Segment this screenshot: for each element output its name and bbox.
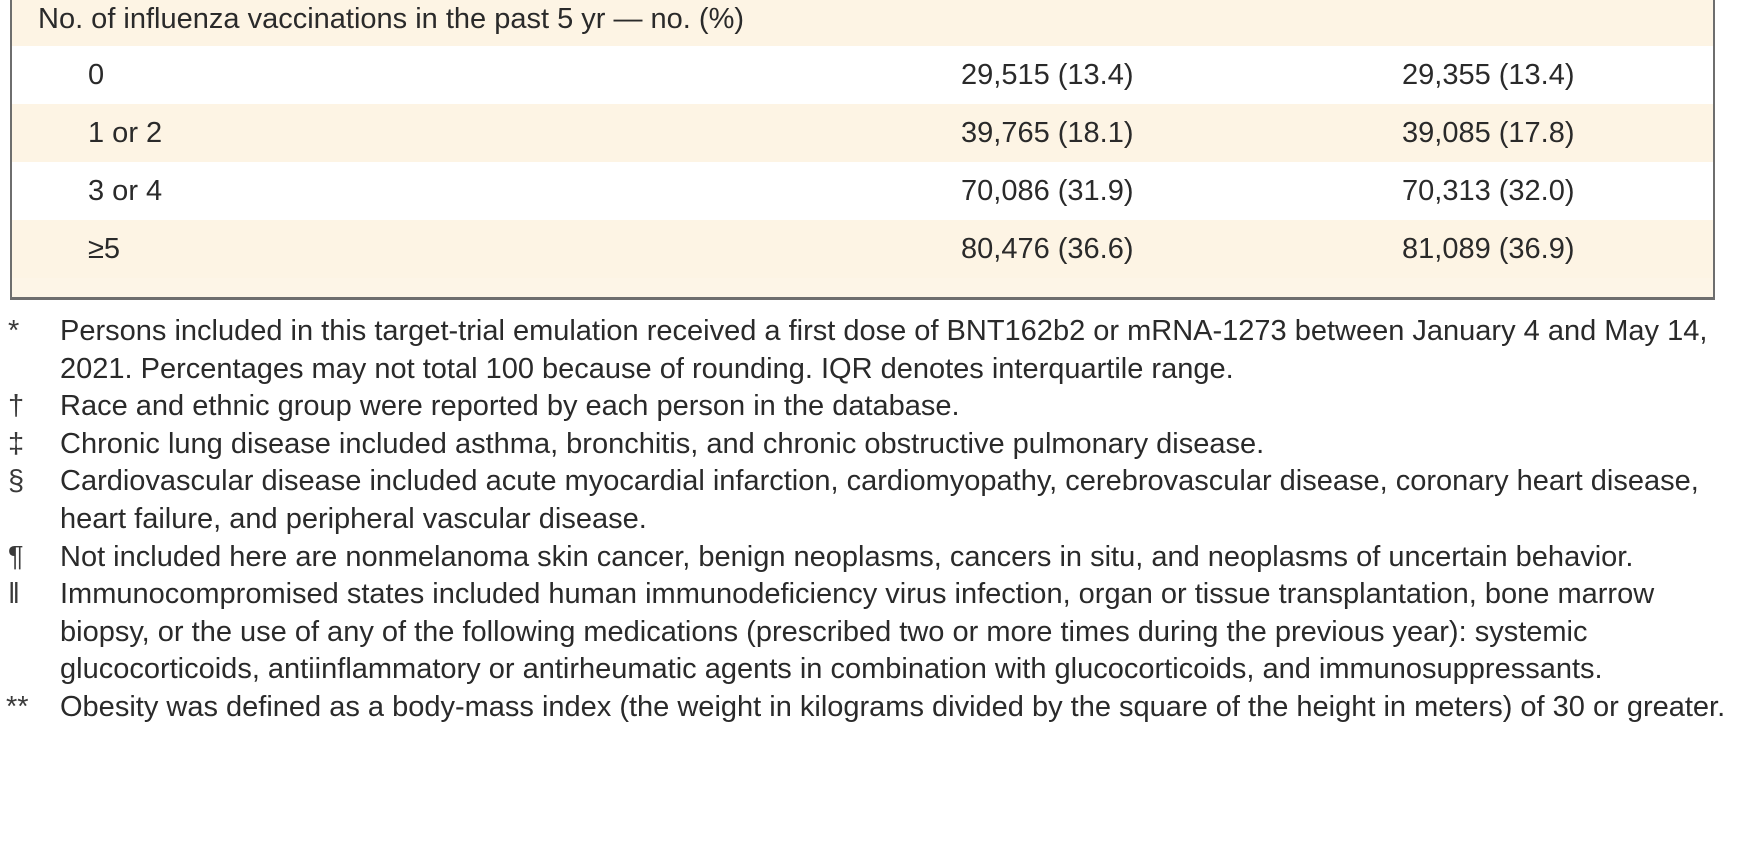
table-row: ≥5 80,476 (36.6) 81,089 (36.9) (12, 220, 1713, 278)
footnote-text: Not included here are nonmelanoma skin c… (60, 540, 1634, 573)
table-row: 0 29,515 (13.4) 29,355 (13.4) (12, 46, 1713, 104)
footnote-pilcrow: ¶ Not included here are nonmelanoma skin… (0, 539, 1730, 577)
row-label: 0 (88, 59, 105, 91)
footnote-mark: † (8, 390, 25, 423)
row-value-col-a: 70,086 (31.9) (961, 175, 1134, 207)
row-label: 1 or 2 (88, 117, 163, 149)
footnote-mark: ‡ (8, 427, 25, 460)
row-value-col-a: 29,515 (13.4) (961, 59, 1134, 91)
footnote-mark: § (8, 465, 25, 498)
table-section-header-row: No. of influenza vaccinations in the pas… (12, 0, 1713, 46)
row-value-col-a: 80,476 (36.6) (961, 233, 1134, 265)
footnote-text: Immunocompromised states included human … (60, 578, 1655, 686)
footnote-double-asterisk: ** Obesity was defined as a body-mass in… (0, 689, 1730, 727)
table-row: 3 or 4 70,086 (31.9) 70,313 (32.0) (12, 162, 1713, 220)
footnote-dagger: † Race and ethnic group were reported by… (0, 388, 1730, 426)
row-label: 3 or 4 (88, 175, 163, 207)
row-value-col-b: 70,313 (32.0) (1402, 175, 1575, 207)
section-header-label: No. of influenza vaccinations in the pas… (38, 3, 745, 35)
footnote-double-dagger: ‡ Chronic lung disease included asthma, … (0, 426, 1730, 464)
footnote-text: Race and ethnic group were reported by e… (60, 390, 960, 423)
row-value-col-b: 81,089 (36.9) (1402, 233, 1575, 265)
table-row: 1 or 2 39,765 (18.1) 39,085 (17.8) (12, 104, 1713, 162)
footnote-text: Persons included in this target-trial em… (60, 315, 1708, 385)
footnotes: * Persons included in this target-trial … (0, 313, 1730, 727)
footnote-section: § Cardiovascular disease included acute … (0, 463, 1730, 538)
row-value-col-b: 29,355 (13.4) (1402, 59, 1575, 91)
footnote-mark: ¶ (8, 540, 24, 573)
footnote-mark: * (8, 315, 20, 347)
footnote-mark: ** (6, 690, 29, 723)
data-table: No. of influenza vaccinations in the pas… (10, 0, 1715, 300)
row-label: ≥5 (88, 233, 121, 265)
row-value-col-b: 39,085 (17.8) (1402, 117, 1575, 149)
row-value-col-a: 39,765 (18.1) (961, 117, 1134, 149)
footnote-mark: ‖ (8, 578, 20, 611)
footnote-asterisk: * Persons included in this target-trial … (0, 313, 1730, 388)
footnote-double-bar: ‖ Immunocompromised states included huma… (0, 576, 1730, 689)
footnote-text: Obesity was defined as a body-mass index… (60, 690, 1726, 723)
footnote-text: Cardiovascular disease included acute my… (60, 465, 1699, 535)
footnote-text: Chronic lung disease included asthma, br… (60, 427, 1265, 460)
